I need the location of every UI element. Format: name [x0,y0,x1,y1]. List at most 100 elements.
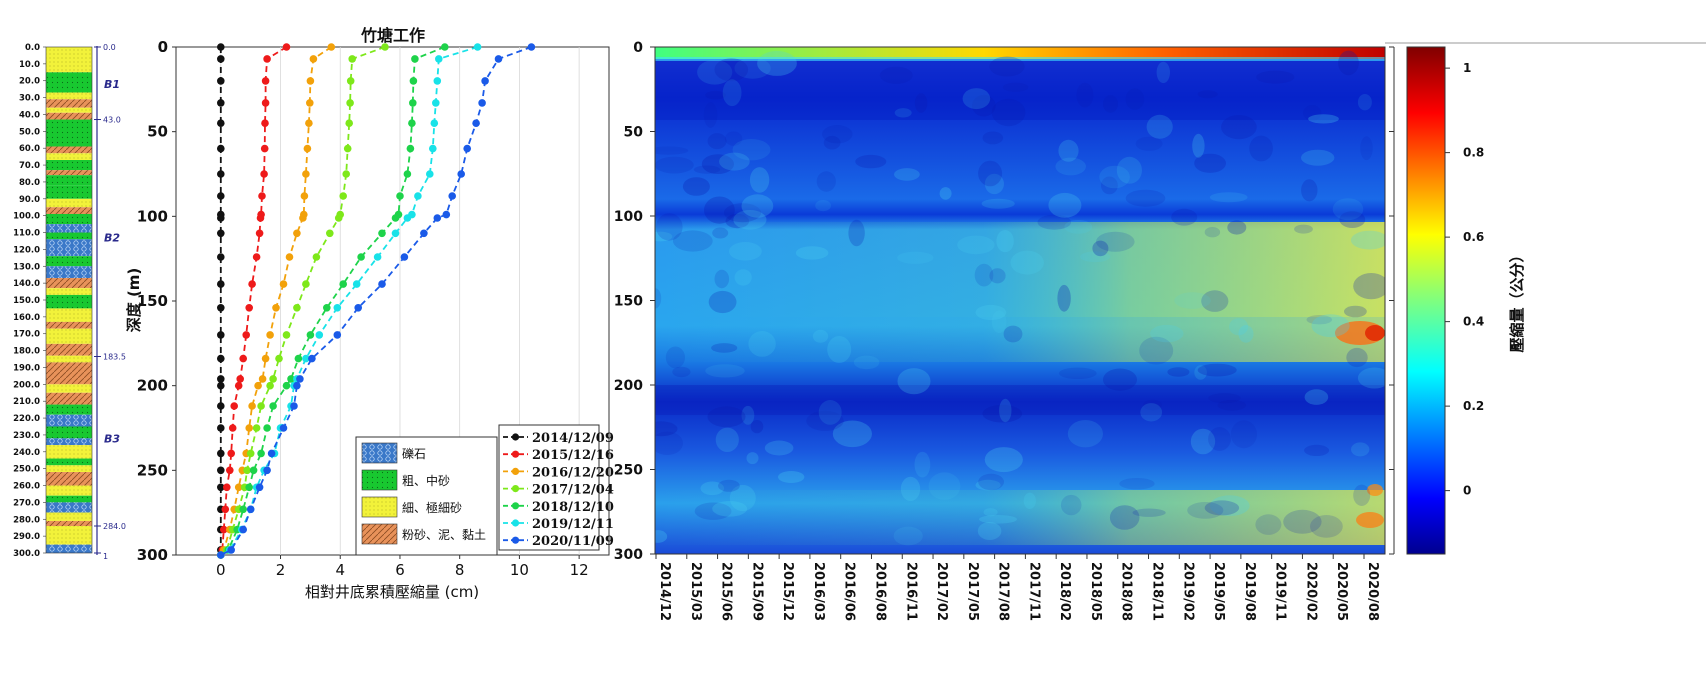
heatmap-texture [655,231,673,242]
heatmap-texture [1350,230,1385,250]
heatmap-texture [981,198,1015,209]
series-point [293,229,301,238]
heatmap-texture [1103,95,1118,113]
series-point [432,99,440,107]
heatmap-texture [991,98,1026,127]
series-point [258,192,266,200]
colorbar-tick-label: 0.8 [1463,146,1484,160]
series-point [261,354,270,363]
series-point [266,381,274,390]
heatmap-texture [1197,363,1237,377]
series-point [334,214,343,222]
hm-y-tick-label: 150 [614,294,643,310]
hm-y-tick-label: 50 [624,125,644,141]
heatmap-texture [746,452,759,465]
hm-x-tick-label: 2017/08 [996,562,1011,621]
series-point [339,192,348,200]
strat-layer-silt [46,362,92,385]
heatmap-texture [1037,214,1072,230]
heatmap-texture [672,230,713,252]
heatmap-texture [1002,82,1029,92]
series-point [245,304,253,312]
heatmap-texture [974,263,994,287]
heatmap-texture [1132,508,1166,517]
series-point [290,402,298,410]
strat-layer-coarse [46,294,92,309]
series-point [352,280,361,288]
heatmap-texture [1048,192,1082,218]
strat-layer-fine [46,92,92,100]
heatmap-texture [975,479,1001,491]
stratigraphic-column: 0.010.020.030.040.050.060.070.080.090.01… [13,43,126,561]
heatmap-texture [705,90,726,100]
strat-layer-coarse [46,458,92,466]
strat-layer-fine [46,308,92,322]
series-point [472,119,480,127]
strat-benchmark-label: B1 [104,78,120,91]
series-point [255,229,264,238]
lith-legend-label: 粗、中砂 [402,473,450,488]
series-point [254,381,262,390]
series-point [348,55,357,63]
series-point [275,354,283,363]
strat-layer-silt [46,343,92,356]
strat-layer-gravel [46,414,92,427]
date-legend-label: 2017/12/04 [532,483,614,498]
heatmap-texture [729,484,756,512]
heatmap-texture [655,431,683,455]
heatmap-texture [1060,494,1082,516]
strat-layer-silt [46,520,92,527]
series-point [260,144,269,153]
strat-layer-fine [46,153,92,161]
series-point [448,192,457,200]
series-point [396,192,404,200]
heatmap-texture [741,405,755,425]
series-point [239,354,247,363]
series-point [302,354,310,363]
heatmap-texture [1338,50,1359,76]
heatmap-texture [982,404,1023,423]
series-point [293,381,301,390]
strat-layer-gravel [46,438,92,446]
heatmap-texture [707,406,746,428]
heatmap-texture [928,472,961,500]
strat-layer-gravel [46,224,92,233]
series-point [357,253,365,261]
series-point [315,331,324,339]
heatmap-texture [655,530,668,543]
heatmap-texture [1351,442,1370,457]
strat-layer-coarse [46,175,92,186]
heatmap-texture [714,58,749,82]
hm-x-tick-label: 2018/11 [1150,562,1165,621]
hm-x-tick-label: 2020/05 [1334,562,1349,621]
hm-x-tick-label: 2020/08 [1365,562,1380,621]
strat-mark-label: 183.5 [103,353,126,362]
series-point [239,525,247,534]
heatmap-texture [1146,114,1173,139]
series-point [429,144,437,153]
series-point [342,170,351,178]
strat-tick-label: 30.0 [19,94,40,104]
strat-layer-silt [46,207,92,214]
series-point [433,214,442,222]
strat-layer-gravel [46,266,92,279]
heatmap-texture [655,421,678,437]
heatmap-texture [812,329,829,343]
heatmap-texture [1174,292,1211,309]
compaction-heatmap: 0 50 100 150 200 250 300 2014/12 2015/03 2015/06 2… [614,40,1706,621]
strat-layer-silt [46,278,92,289]
heatmap-texture [1283,509,1322,534]
heatmap-texture [1346,347,1368,368]
strat-layer-coarse [46,404,92,415]
heatmap-texture [1301,179,1318,202]
series-point [261,119,269,127]
heatmap-texture [939,187,952,200]
heatmap-texture [724,131,743,146]
series-point [433,77,442,85]
strat-mark-label: 284.0 [103,522,126,531]
strat-tick-label: 80.0 [19,178,40,188]
series-point [343,144,352,153]
heatmap-texture [957,235,995,255]
date-legend: 2014/12/09 2015/12/16 2016/12/20 2017/12/04… [498,424,614,551]
